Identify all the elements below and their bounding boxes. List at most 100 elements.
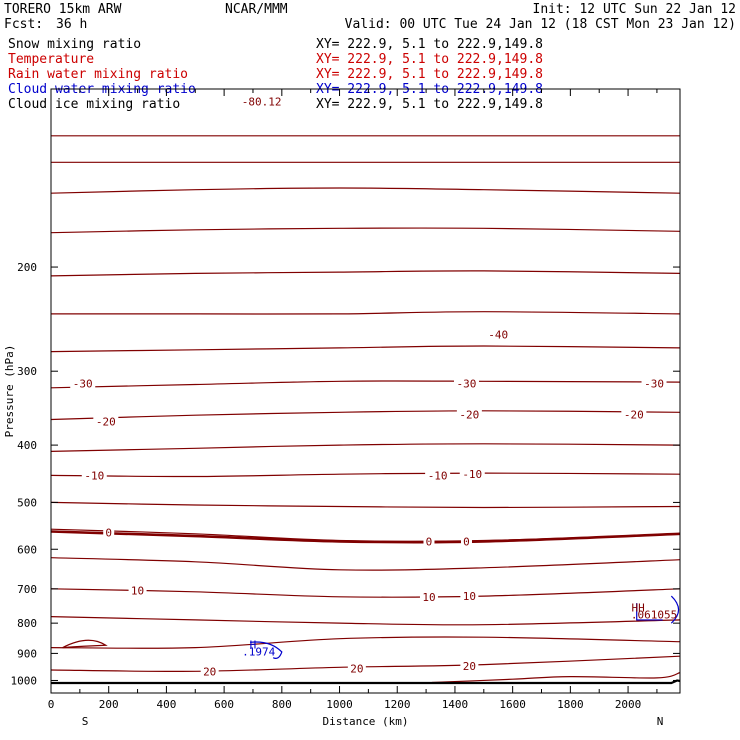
y-tick-label: 800 [17,617,37,630]
isotherm-line [51,472,680,478]
x-tick-label: 1000 [326,698,353,711]
plot-contents: -80.12 -40 -30 -30 -30 -20 -20 -20 -10 -10 -10 0 0 0 1… [51,94,680,685]
extremum-label: HH [632,601,645,614]
contour-label: 20 [350,663,363,676]
contour-label: -20 [96,416,116,429]
extremum-label: .1974 [242,645,275,658]
contour-label-bg [423,534,435,548]
y-tick-label: 600 [17,543,37,556]
contour-label: 20 [463,660,476,673]
x-tick-label: 800 [272,698,292,711]
x-tick-label: 1600 [499,698,526,711]
legend-label: Snow mixing ratio [8,37,141,52]
extremum-label: .061055 [631,608,677,621]
isotherm-line [51,187,680,194]
contour-label-bg [641,376,667,390]
contour-label: -20 [624,408,644,421]
ground-line [51,679,680,685]
legend-xy: XY= 222.9, 5.1 to 222.9,149.8 [316,37,543,52]
contour-label-bg [103,525,115,539]
contour-label: -30 [644,378,664,391]
contour-label: 10 [422,591,435,604]
x-axis-label: Distance (km) [322,715,408,728]
isotherm-line [51,616,680,626]
isotherm-line [51,270,680,277]
x-tick-label: 1400 [442,698,469,711]
x-tick-label: 0 [48,698,55,711]
contour-label-bg [460,589,479,603]
y-tick-label: 500 [17,496,37,509]
legend-label: Rain water mixing ratio [8,67,188,82]
legend-xy: XY= 222.9, 5.1 to 222.9,149.8 [316,52,543,67]
y-tick-label: 900 [17,647,37,660]
y-tick-label: 1000 [11,674,38,687]
contour-label-bg [70,376,96,390]
contour-label-bg [621,407,647,421]
y-tick-label: 700 [17,583,37,596]
x-tick-label: 400 [156,698,176,711]
isotherm-line [51,227,680,234]
contour-label: -20 [459,408,479,421]
contour-label: 0 [426,535,433,548]
contour-label: 20 [203,665,216,678]
contour-label: -40 [488,328,508,341]
contour-label-bg [425,468,451,482]
extremum-label: H [250,639,257,652]
contour-label-bg [200,664,219,678]
plot-area: -80.12-40-30 -30 -30-20-20 -20-10 -10 -1000 01… [3,88,681,728]
contour-label-bg [460,658,479,672]
x-tick-label: 2000 [615,698,642,711]
contour-label-bg [460,534,472,548]
contour-label-bg [453,376,479,390]
legend-label: Temperature [8,52,94,67]
contour-label: 10 [131,585,144,598]
contour-label: -10 [428,469,448,482]
y-tick-label: 200 [17,261,37,274]
contour-label: -30 [457,378,477,391]
isotherm-line [51,501,680,509]
center-label: NCAR/MMM [225,2,288,17]
contour-label: -30 [73,378,93,391]
legend-xy: XY= 222.9, 5.1 to 222.9,149.8 [316,67,543,82]
contour-label: 0 [105,526,112,539]
model-label: TORERO 15km ARW [4,2,122,17]
isotherm-line [51,345,680,353]
isotherm-closed [62,639,108,649]
contour-label: 10 [463,590,476,603]
contour-label-bg [238,94,285,108]
plot-frame [50,88,681,694]
x-tick-label: 1200 [384,698,411,711]
cloud-water-contour [636,595,680,624]
isotherm-line [51,588,680,598]
x-end-label-south: S [82,715,89,728]
y-axis-label: Pressure (hPa) [3,345,16,438]
contour-label-bg [459,467,485,481]
contour-label: -10 [462,468,482,481]
contour-label: 0 [463,535,470,548]
contour-label-bg [93,414,119,428]
y-tick-label: 400 [17,439,37,452]
x-tick-label: 600 [214,698,234,711]
fcst-label: Fcst: [4,17,43,32]
cloud-water-contour [250,641,283,659]
isotherm-line [51,380,680,389]
header: TORERO 15km ARW NCAR/MMM Init: 12 UTC Su… [4,2,736,32]
legend-xy: XY= 222.9, 5.1 to 222.9,149.8 [316,97,543,112]
contour-label-bg [347,661,366,675]
contour-label: -10 [84,469,104,482]
isotherm-line [51,443,680,452]
contour-label-bg [128,583,147,597]
x-end-label-north: N [657,715,664,728]
fcst-value: 36 h [56,17,87,32]
valid-time: Valid: 00 UTC Tue 24 Jan 12 (18 CST Mon … [345,17,736,32]
x-tick-label: 1800 [557,698,584,711]
isotherm-line [51,311,680,315]
contour-label-bg [81,468,107,482]
isotherm-line [51,636,680,649]
legend-label: Cloud ice mixing ratio [8,97,180,112]
isotherm-line [51,410,680,421]
init-time: Init: 12 UTC Sun 22 Jan 12 [533,2,737,17]
contour-label-bg [456,407,482,421]
contour-label-bg [419,589,438,603]
